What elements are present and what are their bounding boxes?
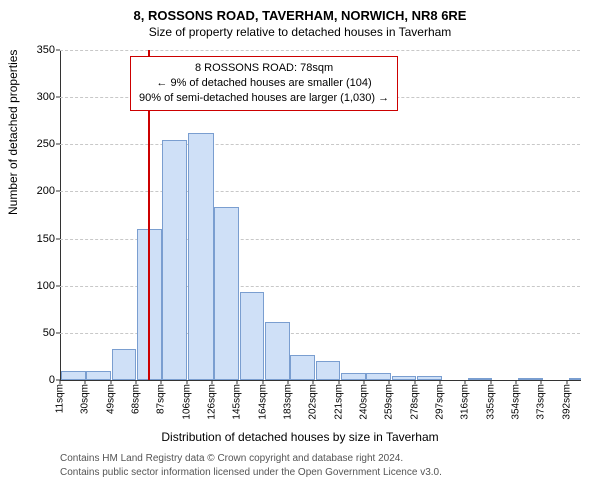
ytick-label: 350 [15,44,55,56]
histogram-bar [341,373,366,380]
annotation-line-1: 8 ROSSONS ROAD: 78sqm [139,61,389,76]
histogram-bar [265,322,290,380]
ytick-label: 100 [15,280,55,292]
histogram-bar [392,376,417,380]
histogram-bar [290,355,315,380]
xtick-label: 221sqm [333,384,344,420]
annotation-line-3: 90% of semi-detached houses are larger (… [139,91,389,106]
histogram-bar [162,140,187,380]
xtick-label: 335sqm [485,384,496,420]
xtick-label: 106sqm [181,384,192,420]
xtick-label: 202sqm [308,384,319,420]
footer-attribution: Contains HM Land Registry data © Crown c… [60,452,442,480]
histogram-bar [214,207,239,380]
xtick-label: 68sqm [131,384,142,414]
x-axis-label: Distribution of detached houses by size … [0,430,600,444]
histogram-bar [61,371,86,380]
footer-line-1: Contains HM Land Registry data © Crown c… [60,452,442,466]
xtick-label: 30sqm [80,384,91,414]
title-main: 8, ROSSONS ROAD, TAVERHAM, NORWICH, NR8 … [0,0,600,23]
chart-container: 8, ROSSONS ROAD, TAVERHAM, NORWICH, NR8 … [0,0,600,500]
histogram-bar [240,292,265,380]
histogram-bar [188,133,214,380]
title-sub: Size of property relative to detached ho… [0,23,600,39]
xtick-label: 164sqm [257,384,268,420]
gridline [60,144,580,145]
xtick-label: 11sqm [55,384,66,413]
annotation-box: 8 ROSSONS ROAD: 78sqm ← 9% of detached h… [130,56,398,111]
ytick-label: 150 [15,233,55,245]
xtick-label: 297sqm [435,384,446,420]
histogram-bar [417,376,442,380]
xtick-label: 316sqm [460,384,471,420]
histogram-bar [366,373,391,380]
xtick-label: 145sqm [232,384,243,420]
gridline [60,50,580,51]
histogram-bar [569,378,581,380]
histogram-bar [112,349,137,380]
xtick-label: 259sqm [384,384,395,420]
ytick-label: 0 [15,374,55,386]
xtick-label: 373sqm [536,384,547,420]
ytick-label: 250 [15,138,55,150]
xtick-label: 354sqm [511,384,522,420]
histogram-bar [468,378,493,380]
xtick-label: 87sqm [156,384,167,414]
histogram-bar [518,378,543,380]
annotation-line-2: ← 9% of detached houses are smaller (104… [139,76,389,91]
ytick-label: 200 [15,185,55,197]
gridline [60,191,580,192]
ytick-label: 300 [15,91,55,103]
xtick-label: 49sqm [105,384,116,414]
xtick-label: 126sqm [207,384,218,420]
xtick-label: 240sqm [359,384,370,420]
histogram-bar [86,371,111,380]
y-axis-label: Number of detached properties [6,50,20,215]
xtick-label: 392sqm [561,384,572,420]
histogram-bar [316,361,341,380]
ytick-label: 50 [15,327,55,339]
xtick-label: 183sqm [283,384,294,420]
footer-line-2: Contains public sector information licen… [60,466,442,480]
xtick-label: 278sqm [409,384,420,420]
